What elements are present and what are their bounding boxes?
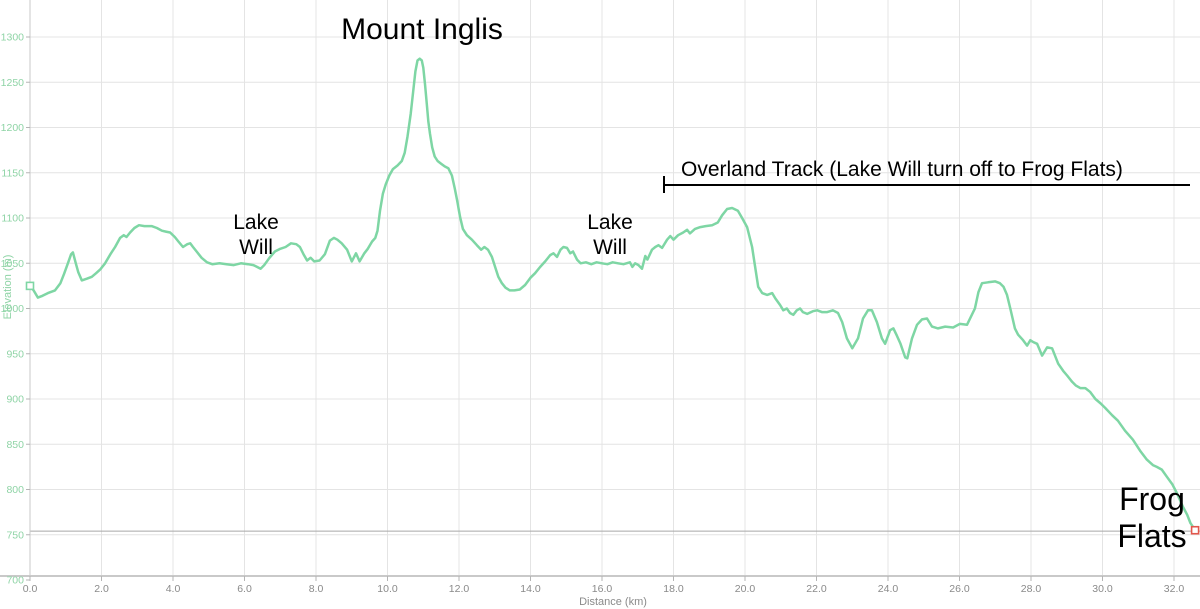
x-tick-label: 2.0 [94,583,109,595]
x-tick-label: 4.0 [166,583,181,595]
elevation-profile-line [28,57,1197,532]
y-tick-label: 1000 [1,303,25,315]
y-tick-label: 1100 [1,213,24,225]
x-tick-label: 8.0 [309,583,324,595]
y-tick-label: 800 [6,484,24,496]
x-tick-label: 30.0 [1092,583,1113,595]
x-tick-label: 22.0 [806,583,827,595]
x-tick-label: 28.0 [1021,583,1042,595]
x-tick-label: 18.0 [663,583,684,595]
end-marker [1190,525,1200,535]
y-tick-label: 1200 [1,122,25,134]
annotation-frog-flats-line2: Flats [1117,518,1187,554]
overland-track-bracket-line [663,184,1190,186]
annotation-lake-will-2: Lake Will [587,210,633,260]
y-tick-label: 1150 [1,167,24,179]
y-tick-label: 1250 [1,77,25,89]
y-tick-label: 700 [6,575,24,587]
y-tick-label: 950 [6,348,24,360]
annotation-mount-inglis: Mount Inglis [341,13,503,46]
x-tick-label: 6.0 [237,583,252,595]
annotation-lake-will-2-line2: Will [593,236,627,259]
x-tick-label: 26.0 [949,583,970,595]
y-tick-label: 1300 [1,32,25,44]
start-marker [25,281,35,291]
annotation-frog-flats-line1: Frog [1119,481,1185,517]
y-tick-label: 750 [6,529,24,541]
y-tick-label: 1050 [1,258,25,270]
annotation-lake-will-1-line2: Will [239,236,273,259]
y-axis-title: Elevation (m) [2,254,14,320]
annotation-frog-flats: Frog Flats [1117,481,1186,555]
x-tick-label: 14.0 [520,583,541,595]
x-tick-label: 12.0 [449,583,470,595]
y-tick-label: 850 [6,439,24,451]
annotation-lake-will-1: Lake Will [233,210,279,260]
y-tick-label: 900 [6,394,24,406]
x-tick-label: 0.0 [23,583,38,595]
x-tick-label: 16.0 [592,583,613,595]
annotation-lake-will-2-line1: Lake [587,211,633,234]
x-axis-title: Distance (km) [579,596,647,608]
annotation-lake-will-1-line1: Lake [233,211,279,234]
overland-track-bracket-left-tick [663,176,665,193]
x-tick-label: 24.0 [878,583,899,595]
x-tick-label: 32.0 [1164,583,1185,595]
x-tick-label: 20.0 [735,583,756,595]
annotation-overland-track: Overland Track (Lake Will turn off to Fr… [681,158,1123,181]
x-tick-label: 10.0 [377,583,398,595]
